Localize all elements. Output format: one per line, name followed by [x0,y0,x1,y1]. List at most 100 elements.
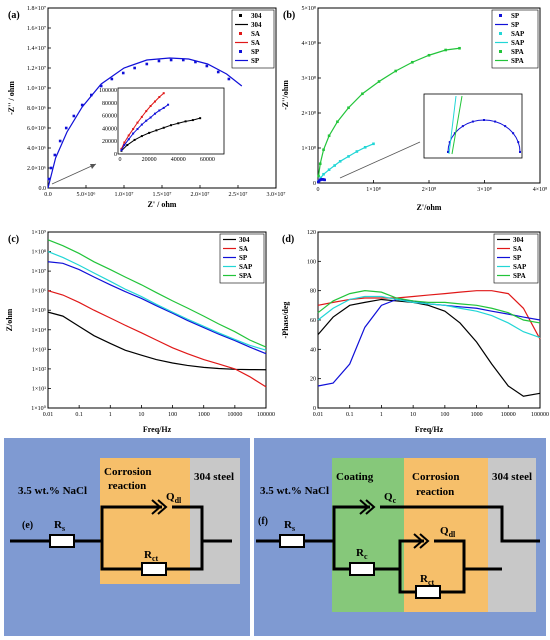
inset-point-sa [132,128,135,131]
x-tick-label: 10 [138,412,144,418]
panel-d-label: (d) [282,234,294,245]
spa-point [336,120,339,124]
spa-point [347,106,350,110]
series-sp-fit-line [47,57,243,189]
sap-point [347,155,350,158]
y-tick-label: 1×10⁰ [31,405,46,412]
inset-y-tick-label: 100000 [99,88,117,94]
inset-y-tick-label: 40000 [102,126,117,132]
x-tick-label: 1 [109,412,112,418]
sp-point [205,64,209,68]
circuit-f: 3.5 wt.% NaCl Coating Corrosion reaction… [254,438,546,636]
panel-a: (a) 0.0 5.0×10⁶ 1.0×10⁷ 1.5×10⁷ 2.0×10⁷ 2.5×1… [7,6,285,209]
sp-point [53,153,57,157]
sp-point [121,71,125,75]
x-tick-label: 100000 [531,412,549,418]
spa-point [411,60,414,64]
inset-point-304 [162,126,165,129]
spa-point [444,48,447,52]
sp-point [227,77,231,81]
coating-zone-f [332,458,404,612]
inset-point-304 [133,138,136,141]
x-tick-label: 10000 [227,412,242,418]
y-tick-label: 100 [307,259,316,265]
y-tick-label: 40 [310,347,316,353]
electrolyte-label-f: 3.5 wt.% NaCl [260,485,329,497]
inset-point-sp [132,132,135,135]
sp-point [216,70,220,74]
series-spa-line [47,239,267,348]
reaction-label-e-1: Corrosion [104,466,151,478]
y-tick-label: 1×10⁵ [32,308,46,314]
resistor-rs-f [279,534,305,548]
sap-point [327,168,331,171]
inset-point-sp [149,116,152,119]
sp-point [169,58,173,62]
inset-point-sp [153,112,156,115]
y-tick-label: 1×10⁸ [32,250,46,256]
spa-point [394,69,397,73]
legend-entry: SPA [511,57,524,65]
steel-label-e: 304 steel [194,471,234,483]
inset-point-sa [153,100,156,103]
inset-sp-point [453,132,456,135]
legend-entry: SPA [513,272,526,280]
legend-entry: SAP [511,30,525,38]
inset-sp-point [448,141,451,144]
sp-point [90,93,93,97]
resistor-rs-e [49,534,75,548]
qdl-label-e: Qdl [166,491,182,505]
legend-entry: SPA [511,48,524,56]
sap-point [355,150,359,153]
inset-point-sp [162,106,165,109]
series-sa-line [317,290,541,340]
inset-sp-point [494,120,497,123]
sap-point [322,172,325,176]
steel-zone-e [190,458,240,584]
legend-marker [239,50,242,53]
inset-point-sa [127,134,130,137]
inset-point-sp [145,119,148,122]
spa-point [361,92,364,96]
legend-entry: SA [251,30,260,38]
spa-point [317,174,320,178]
y-tick-label: 5×10⁸ [302,6,316,12]
inset-y-tick-label: 80000 [102,101,117,107]
circuit-e-wires [10,505,232,571]
legend-entry: SP [513,254,522,262]
inset-point-sp [140,123,143,126]
legend-entry: 304 [513,236,524,244]
legend-entry: SP [251,48,260,56]
rs-label-e: Rs [54,519,65,533]
panel-d: (d) 0.01 0.1 1 10 100 1000 10000 100000 0 20 40 60 8… [281,230,549,434]
panel-c: (c) 0.01 0.1 1 10 100 1000 10000 100000 1×10⁰ 1×1… [5,230,275,434]
legend-marker [239,14,242,17]
spa-point [458,46,461,50]
sp-point [99,84,103,88]
sap-point [363,146,367,149]
y-axis-label-b: -Z''/ohm [281,80,290,110]
y-tick-label: 1×10² [32,367,46,373]
inset-b-frame [423,93,523,159]
spa-point [427,53,431,57]
x-axis-label-b: Z'/ohm [417,203,442,212]
inset-point-sa [120,147,123,150]
inset-sp-point [504,125,507,128]
legend-entry: SAP [511,39,525,47]
inset-sp-point [447,151,449,153]
inset-point-304 [126,144,129,147]
y-tick-label: 1×10⁷ [32,269,46,275]
x-tick-label: 0.0 [44,192,52,198]
rct-label-f: Rct [420,573,435,587]
x-tick-label: 1000 [198,412,210,418]
qc-label-f: Qc [384,491,397,505]
inset-point-304 [148,131,151,134]
x-tick-label: 1 [380,412,383,418]
sp-point [47,177,51,181]
coating-label-f: Coating [336,471,374,483]
legend-entry: SPA [239,272,252,280]
sap-point [338,160,342,163]
x-tick-label: 0.01 [313,412,324,418]
x-tick-label: 100 [168,412,177,418]
y-tick-label: 80 [310,289,316,295]
